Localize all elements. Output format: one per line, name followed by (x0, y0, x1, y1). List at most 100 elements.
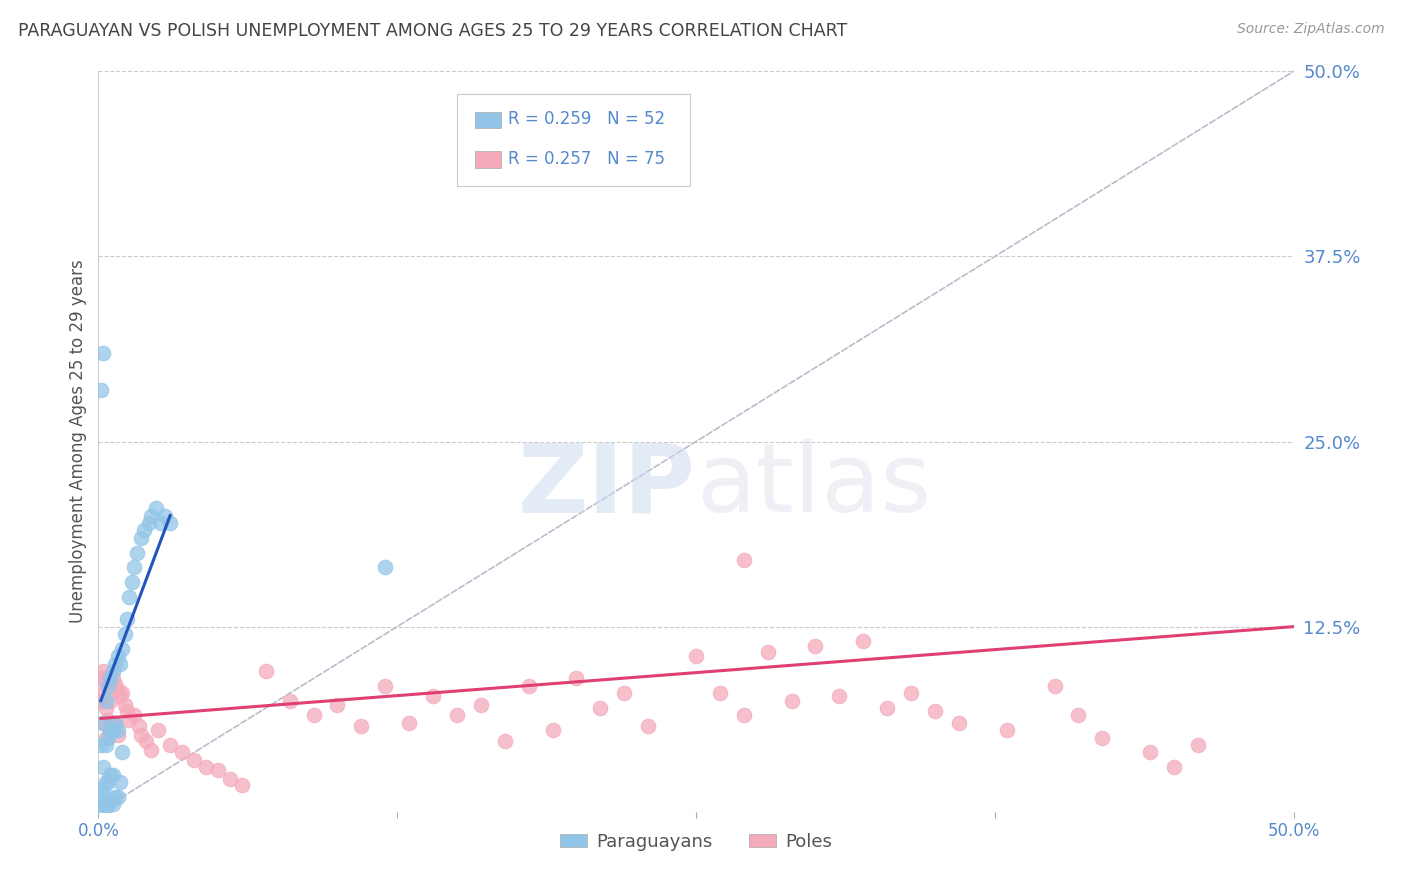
Point (101, 797, 124, 812)
Point (108, 775, 131, 789)
Point (828, 690, 851, 704)
Text: PARAGUAYAN VS POLISH UNEMPLOYMENT AMONG AGES 25 TO 29 YEARS CORRELATION CHART: PARAGUAYAN VS POLISH UNEMPLOYMENT AMONG … (18, 22, 848, 40)
Point (101, 723, 124, 738)
Point (131, 531, 153, 545)
Point (101, 767, 124, 781)
Point (948, 715, 970, 730)
Point (138, 516, 160, 530)
Point (124, 708, 146, 723)
Point (98, 694, 122, 708)
Point (97, 731, 120, 745)
Point (94, 738, 117, 752)
Point (148, 723, 170, 738)
Point (97, 775, 120, 789)
Point (90, 383, 112, 397)
Point (852, 634, 875, 648)
Point (118, 713, 141, 727)
Point (104, 789, 127, 804)
Point (101, 715, 124, 730)
Point (90, 797, 112, 812)
Point (219, 772, 242, 786)
Point (94, 800, 117, 814)
Point (90, 694, 112, 708)
Point (804, 639, 827, 653)
Point (104, 657, 127, 671)
Point (1163, 760, 1185, 774)
Point (98, 668, 122, 682)
Point (91, 760, 114, 774)
Point (350, 719, 373, 733)
Point (149, 516, 172, 530)
Point (97, 679, 120, 693)
Point (183, 753, 205, 767)
Point (756, 645, 779, 659)
Text: R = 0.259   N = 52: R = 0.259 N = 52 (509, 111, 665, 128)
Text: Source: ZipAtlas.com: Source: ZipAtlas.com (1237, 22, 1385, 37)
Point (1091, 731, 1114, 745)
Point (107, 789, 129, 804)
Point (111, 746, 134, 760)
Point (104, 719, 127, 733)
Point (91, 686, 114, 700)
Point (91, 345, 114, 359)
Point (1139, 746, 1161, 760)
Point (159, 738, 181, 752)
Point (94, 674, 117, 689)
Point (98, 767, 122, 781)
Point (91, 782, 114, 797)
Point (398, 715, 420, 730)
Point (145, 501, 167, 516)
Point (159, 516, 181, 530)
Point (98, 672, 122, 686)
Point (541, 723, 564, 738)
Point (589, 701, 612, 715)
Point (98, 723, 122, 738)
Point (97, 679, 120, 693)
Point (91, 664, 114, 678)
Point (98, 794, 122, 808)
Point (470, 698, 492, 712)
Text: R = 0.257   N = 75: R = 0.257 N = 75 (509, 150, 665, 168)
Point (278, 694, 301, 708)
Point (565, 672, 588, 686)
Point (1067, 708, 1090, 723)
Text: ZIP: ZIP (517, 440, 696, 533)
Point (121, 575, 143, 590)
Point (995, 723, 1018, 738)
Point (107, 683, 129, 698)
Point (924, 704, 946, 718)
Bar (475, 152, 501, 168)
Y-axis label: Unemployment Among Ages 25 to 29 years: Unemployment Among Ages 25 to 29 years (69, 260, 87, 624)
Point (94, 793, 117, 807)
Point (118, 590, 141, 604)
Point (108, 690, 131, 704)
Point (97, 713, 120, 727)
Point (91, 797, 114, 812)
Point (125, 546, 148, 560)
Point (139, 508, 162, 523)
Point (637, 719, 659, 733)
Point (195, 760, 218, 774)
Point (115, 704, 138, 718)
Point (231, 778, 253, 792)
Point (780, 694, 803, 708)
Point (91, 802, 114, 816)
Point (709, 686, 731, 700)
Point (132, 524, 155, 538)
Point (1187, 738, 1209, 752)
Point (1043, 679, 1066, 693)
Point (94, 701, 117, 715)
Point (446, 708, 468, 723)
Point (101, 672, 124, 686)
FancyBboxPatch shape (457, 94, 690, 186)
Point (422, 690, 444, 704)
Point (91, 715, 114, 730)
Point (128, 719, 150, 733)
Point (94, 731, 117, 745)
Point (101, 664, 124, 678)
Point (97, 797, 120, 812)
Point (115, 612, 138, 626)
Point (111, 641, 134, 656)
Point (90, 672, 112, 686)
Point (107, 649, 129, 664)
